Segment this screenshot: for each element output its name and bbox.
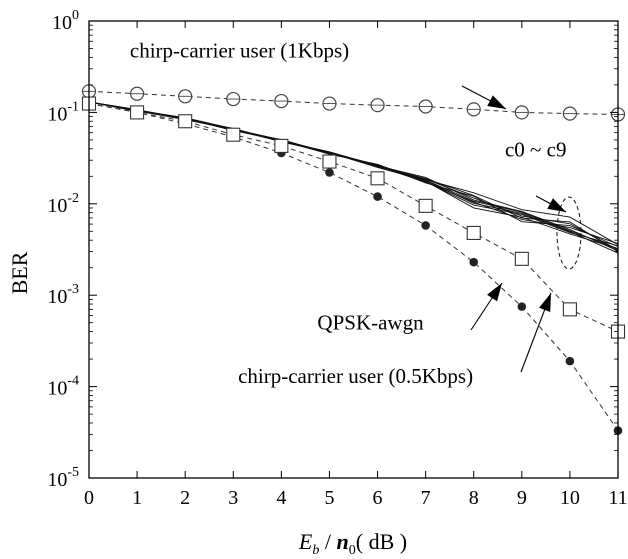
marker-square	[322, 154, 337, 169]
bundle-curve-c9	[88, 101, 619, 247]
x-tick-label: 1	[132, 487, 142, 509]
bundle-curve-c2	[88, 101, 619, 252]
bundle-curve-c1	[88, 101, 619, 250]
y-axis-label: BER	[7, 251, 32, 294]
marker-square	[562, 302, 577, 317]
plot-frame	[88, 20, 619, 479]
y-tick-label: 10-1	[47, 99, 79, 125]
arrow-0-5kbps-head	[539, 293, 551, 312]
bundle-ellipse	[556, 196, 582, 270]
marker-square	[226, 127, 241, 142]
annotation-2: QPSK-awgn	[317, 311, 424, 335]
arrow-qpsk-head	[487, 283, 502, 302]
x-tick-label: 4	[276, 487, 286, 509]
x-tick-label: 7	[421, 487, 431, 509]
curves-layer	[81, 84, 626, 435]
bundle-curve-c5	[88, 101, 619, 251]
x-tick-label: 11	[608, 487, 627, 509]
x-tick-label: 3	[228, 487, 238, 509]
y-tick-label: 10-3	[47, 282, 79, 308]
x-tick-label: 8	[469, 487, 479, 509]
series-line-dot	[88, 103, 619, 431]
marker-dot	[373, 192, 382, 201]
annotation-1: c0 ~ c9	[505, 137, 567, 161]
bundle-curve-c4	[88, 101, 619, 254]
x-tick-label: 10	[560, 487, 580, 509]
y-tick-label: 100	[52, 8, 79, 34]
x-tick-label: 9	[517, 487, 527, 509]
marker-dot	[469, 257, 479, 267]
marker-dot	[325, 168, 334, 177]
bundle-curve-c7	[88, 101, 619, 250]
x-tick-label: 6	[373, 487, 383, 509]
marker-square	[466, 225, 481, 240]
marker-dot	[517, 302, 527, 311]
x-tick-label: 2	[180, 487, 190, 509]
y-tick-label: 10-4	[47, 374, 79, 400]
annotation-3: chirp-carrier user (0.5Kbps)	[238, 364, 473, 388]
series-line-circle-open	[88, 90, 619, 115]
marker-square	[370, 171, 385, 186]
axis-ticks: 0 1 2 3 4 5 6 7 8 9 10 11 100 10-1 10-2 10-3 10-4 10-5	[47, 8, 627, 509]
marker-square	[274, 138, 289, 153]
bundle-curve-c8	[88, 101, 619, 253]
x-tick-label: 0	[84, 487, 94, 509]
annotation-0: chirp-carrier user (1Kbps)	[130, 38, 349, 62]
arrow-1kbps-head	[487, 95, 506, 109]
marker-square	[514, 251, 529, 266]
annotations: chirp-carrier user (1Kbps) c0 ~ c9 QPSK-aw…	[130, 38, 567, 387]
y-tick-label: 10-5	[47, 465, 79, 491]
bundle-curve-c6	[88, 101, 619, 244]
marker-square	[178, 114, 193, 129]
x-axis-label: Eb / n0( dB )	[298, 529, 407, 558]
y-tick-label: 10-2	[47, 191, 79, 217]
bundle-curve-c3	[88, 101, 619, 248]
annotation-arrows	[461, 85, 582, 373]
marker-square	[418, 198, 433, 213]
x-tick-label: 5	[324, 487, 334, 509]
series-line-square-open	[88, 103, 619, 333]
arrow-c0-c9-head	[547, 198, 566, 212]
marker-dot	[565, 356, 575, 366]
marker-dot	[421, 221, 430, 230]
marker-square	[130, 105, 145, 120]
